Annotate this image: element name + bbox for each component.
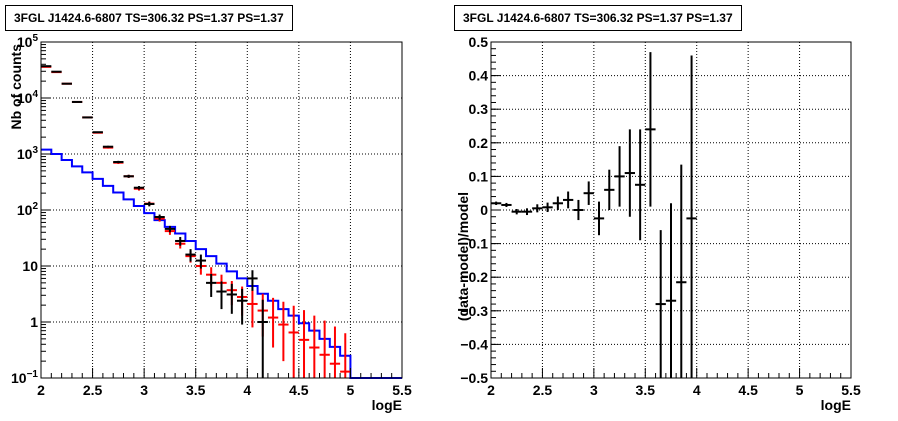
y-tick-label: −0.5 — [460, 370, 488, 386]
x-tick-label: 2.5 — [533, 382, 553, 398]
x-tick-label: 3 — [140, 382, 148, 398]
residuals-chart-title: 3FGL J1424.6-6807 TS=306.32 PS=1.37 PS=1… — [454, 5, 742, 31]
y-tick-label: 105 — [17, 33, 39, 50]
y-tick-label: 10−1 — [11, 369, 38, 386]
y-tick-label: −0.3 — [460, 303, 488, 319]
y-tick-label: 102 — [17, 201, 39, 218]
x-tick-label: 2.5 — [83, 382, 103, 398]
x-tick-label: 2 — [37, 382, 45, 398]
x-axis-title: logE — [372, 397, 402, 413]
x-tick-label: 3 — [590, 382, 598, 398]
y-tick-label: 0.1 — [469, 168, 489, 184]
x-tick-label: 3.5 — [186, 382, 206, 398]
y-axis-title: Nb of counts — [8, 44, 24, 130]
y-axis-title: (data-model)/model — [455, 192, 471, 321]
x-tick-label: 4.5 — [289, 382, 309, 398]
residuals-chart: 2 2.5 3 3.5 4 4.5 5 5.5 −0.5 −0.4 −0.3 −0.2 −0.1 0 0.1… — [455, 34, 861, 413]
x-tick-label: 5.5 — [841, 382, 861, 398]
counts-chart-title: 3FGL J1424.6-6807 TS=306.32 PS=1.37 PS=1… — [5, 5, 293, 31]
x-tick-label: 5 — [796, 382, 804, 398]
y-tick-label: 104 — [17, 89, 39, 106]
y-tick-label: −0.2 — [460, 269, 488, 285]
x-tick-label: 4 — [243, 382, 251, 398]
x-tick-label: 3.5 — [636, 382, 656, 398]
x-axis-title: logE — [821, 397, 851, 413]
y-tick-label: 0.5 — [469, 34, 489, 50]
counts-chart: 2 2.5 3 3.5 4 4.5 5 5.5 10−1 1 10 102 103 104 105 logE N… — [8, 33, 412, 413]
model-histogram-line — [41, 148, 402, 379]
x-tick-label: 4 — [693, 382, 701, 398]
y-tick-label: 103 — [17, 145, 39, 162]
y-tick-label: 0.3 — [469, 101, 489, 117]
x-tick-label: 2 — [487, 382, 495, 398]
y-tick-label: 10 — [22, 258, 38, 274]
x-tick-label: 5 — [347, 382, 355, 398]
y-tick-label: 0.4 — [469, 68, 489, 84]
y-tick-label: 0.2 — [469, 135, 489, 151]
y-tick-label: 0 — [480, 202, 488, 218]
counts-panel: 2 2.5 3 3.5 4 4.5 5 5.5 10−1 1 10 102 103 104 105 logE N… — [5, 5, 412, 413]
y-tick-label: 1 — [30, 314, 38, 330]
y-tick-label: −0.1 — [460, 236, 488, 252]
residuals-panel: 2 2.5 3 3.5 4 4.5 5 5.5 −0.5 −0.4 −0.3 −0.2 −0.1 0 0.1… — [449, 0, 898, 421]
x-tick-label: 4.5 — [738, 382, 758, 398]
y-tick-label: −0.4 — [460, 336, 488, 352]
x-tick-label: 5.5 — [392, 382, 412, 398]
